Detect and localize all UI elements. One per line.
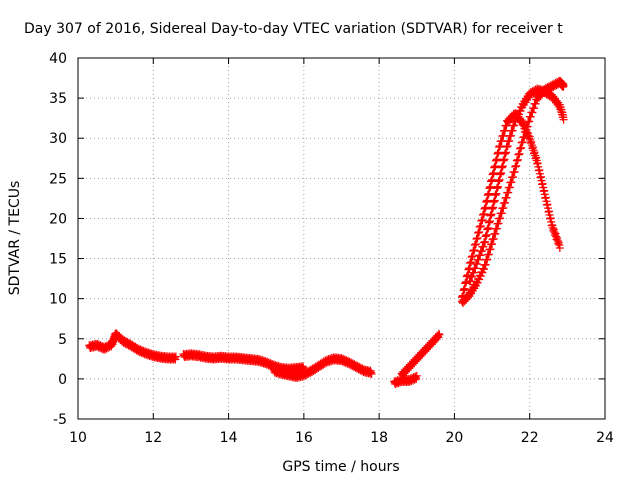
y-tick-label: -5 (53, 412, 67, 428)
y-axis-label: SDTVAR / TECUs (7, 181, 23, 296)
y-tick-label: 10 (49, 292, 67, 308)
data-points (85, 76, 568, 389)
y-tick-label: 35 (49, 91, 67, 107)
data-point (559, 115, 568, 124)
y-tick-label: 20 (49, 211, 67, 227)
y-tick-label: 30 (49, 131, 67, 147)
x-tick-label: 20 (446, 430, 464, 446)
y-tick-label: 15 (49, 252, 67, 268)
y-tick-label: 5 (58, 332, 67, 348)
plot-frame (77, 57, 606, 420)
x-axis-label: GPS time / hours (282, 459, 399, 475)
y-tick-label: 0 (58, 372, 67, 388)
x-tick-label: 24 (596, 430, 614, 446)
data-point (555, 244, 564, 253)
x-tick-label: 16 (295, 430, 313, 446)
data-point (435, 330, 444, 339)
chart-title: Day 307 of 2016, Sidereal Day-to-day VTE… (24, 21, 563, 37)
data-point (412, 371, 421, 380)
y-tick-label: 25 (49, 171, 67, 187)
x-tick-label: 22 (521, 430, 539, 446)
data-point (559, 82, 568, 91)
data-point (367, 369, 376, 378)
x-tick-label: 12 (144, 430, 162, 446)
x-tick-label: 18 (370, 430, 388, 446)
x-tick-label: 10 (69, 430, 87, 446)
data-point (171, 352, 180, 361)
axis-ticks: 10 12 14 16 18 20 22 24 -5 0 5 10 15 20 25 30 35 40 (49, 51, 614, 446)
y-tick-label: 40 (49, 51, 67, 67)
x-tick-label: 14 (220, 430, 238, 446)
